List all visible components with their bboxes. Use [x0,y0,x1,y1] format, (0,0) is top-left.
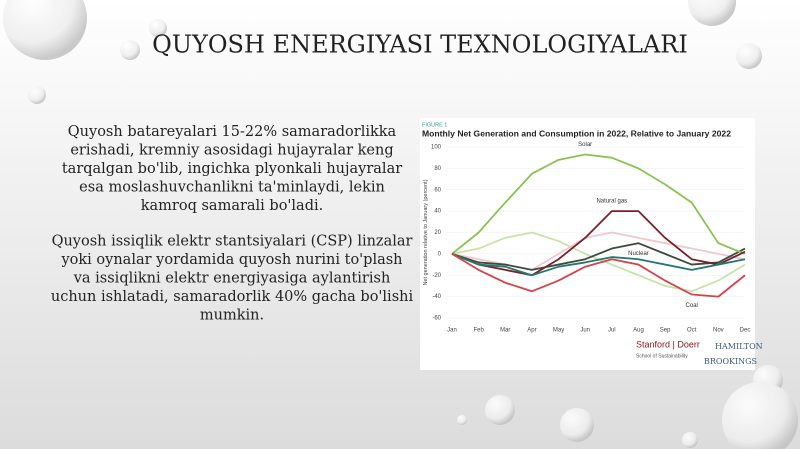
water-drops [3,0,798,449]
x-tick-label: Oct [687,328,697,334]
x-tick-label: Jun [580,328,590,334]
logos: Stanford | Doerr School of Sustainabilit… [636,339,763,366]
series-line [451,153,746,255]
x-tick-label: Feb [473,328,484,334]
series-label: Nuclear [628,251,649,257]
series-line [451,242,746,271]
logo-brookings: BROOKINGS [704,357,757,366]
paragraph-line: Quyosh batareyalari 15-22% samaradorlikk… [68,124,397,140]
y-tick-label: 100 [431,145,442,151]
logo-stanford-sub: School of Sustainability [636,353,688,359]
y-tick-label: -20 [432,273,441,279]
series-line [451,253,746,277]
series-line [451,210,746,277]
paragraph-line: uchun ishlatadi, samaradorlik 40% gacha … [51,289,414,305]
series-label: Natural gas [596,199,627,205]
series-label: Coal [686,303,698,309]
paragraph-line: mumkin. [200,308,264,324]
chart-title: Monthly Net Generation and Consumption i… [422,128,731,138]
figure-label: FIGURE 1 [422,122,447,128]
chart-panel [420,118,755,370]
y-tick-label: -60 [432,316,441,322]
series-line [451,253,746,298]
x-tick-label: Aug [633,328,644,334]
series-label: Solar [578,142,592,148]
paragraph-line: erishadi, kremniy asosidagi hujayralar k… [70,143,393,159]
y-tick-label: -40 [432,294,441,300]
x-tick-label: Sep [660,328,671,334]
paragraph-line: tarqalgan bo'lib, ingichka plyonkali huj… [62,161,402,177]
x-tick-label: Jul [608,328,616,334]
x-tick-label: Apr [527,328,536,334]
y-tick-label: 0 [438,251,442,257]
paragraph-line: va issiqlikni elektr energiyasiga aylant… [73,271,391,287]
x-tick-label: Nov [713,328,724,334]
logo-hamilton: HAMILTON [715,342,763,351]
y-tick-label: 20 [434,230,441,236]
slide-title: QUYOSH ENERGIYASI TEXNOLOGIYALARI [152,31,688,59]
paragraph-line: esa moslashuvchanlikni ta'minlaydi, leki… [79,180,385,196]
paragraph-line: yoki oynalar yordamida quyosh nurini to'… [60,252,402,268]
x-tick-label: Jan [447,328,457,334]
x-tick-label: May [553,328,564,334]
y-axis-label: Net generation relative to January (perc… [423,179,429,285]
y-tick-label: 80 [434,166,441,172]
y-tick-label: 40 [434,209,441,215]
paragraph-line: kamroq samarali bo'ladi. [141,198,323,214]
body-text: Quyosh batareyalari 15-22% samaradorlikk… [51,124,414,324]
y-tick-label: 60 [434,187,441,193]
logo-stanford: Stanford | Doerr [636,339,700,349]
x-tick-label: Mar [500,328,510,334]
x-tick-label: Dec [740,328,751,334]
paragraph-line: Quyosh issiqlik elektr stantsiyalari (CS… [52,234,413,250]
